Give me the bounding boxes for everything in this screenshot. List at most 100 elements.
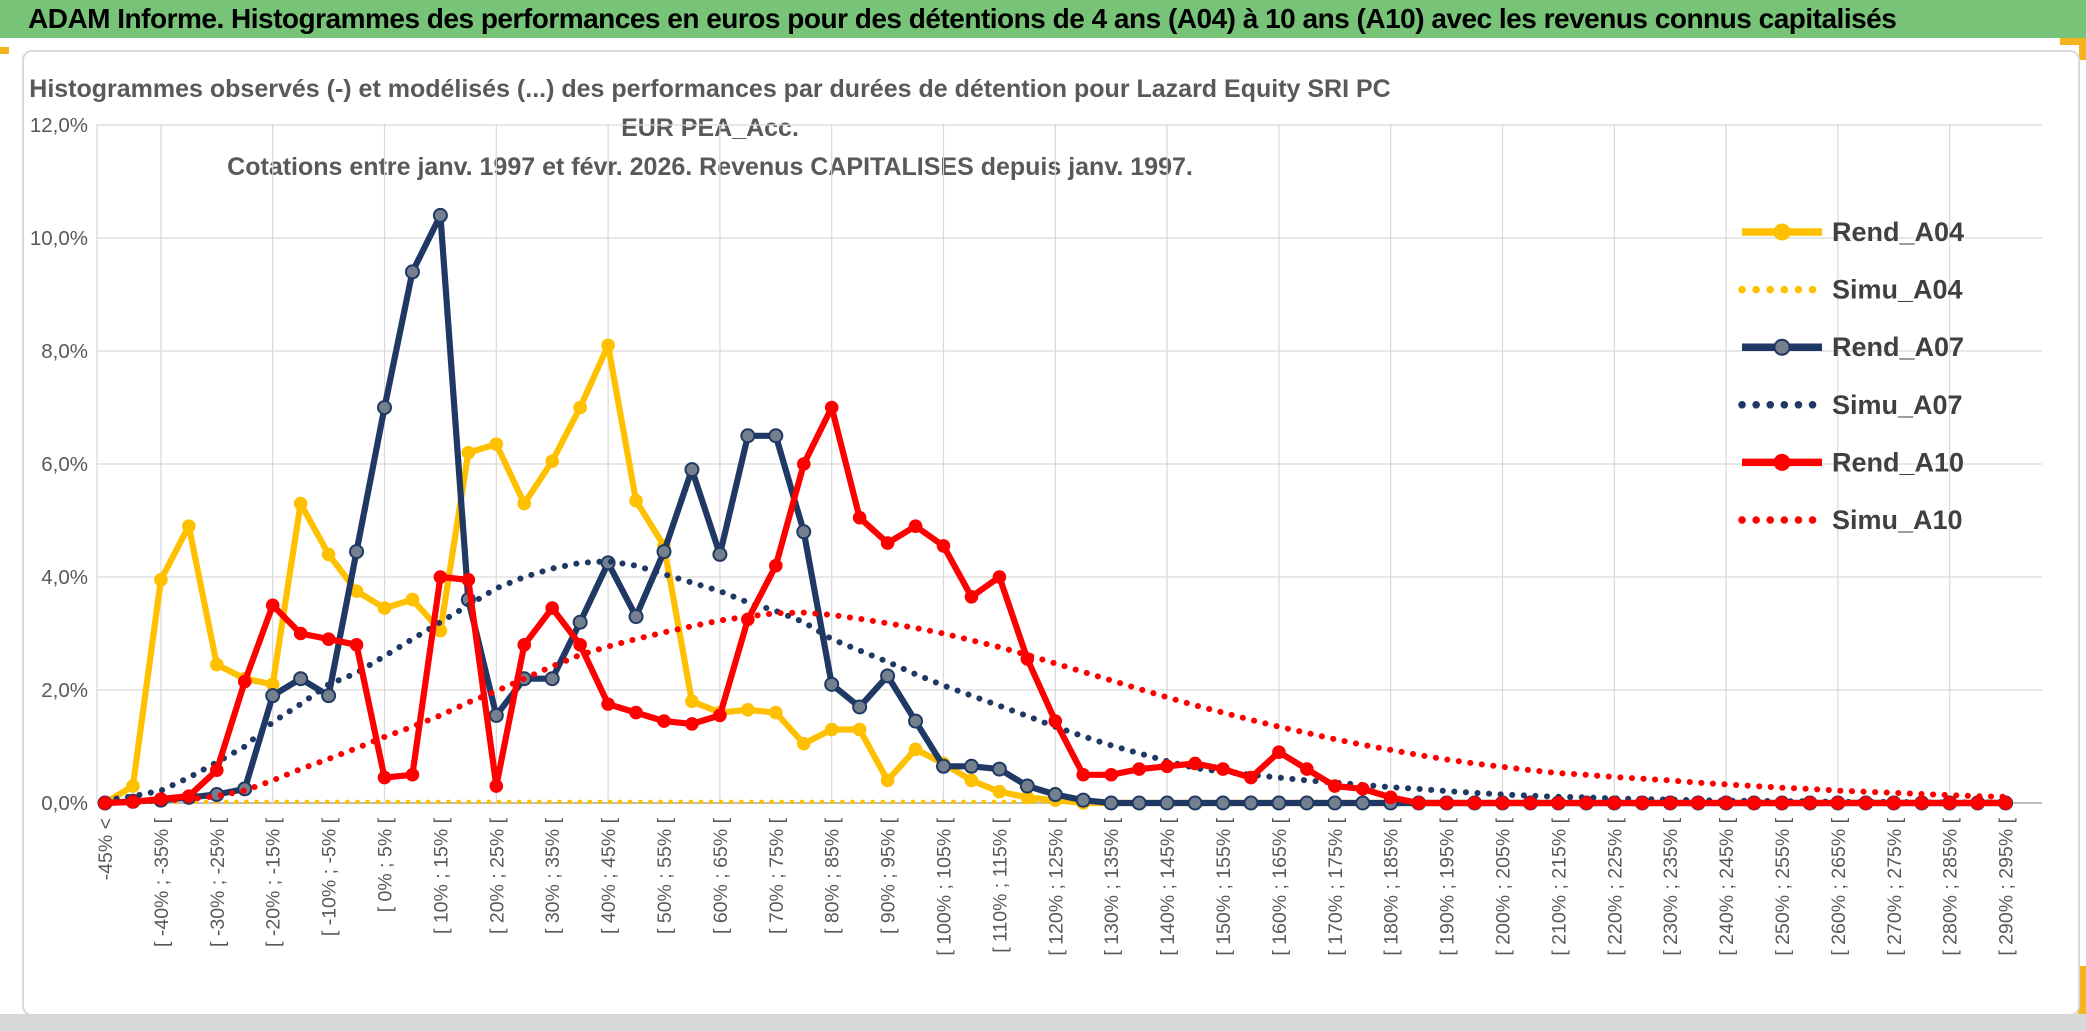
x-axis-tick-label: [ 90% ; 95% [	[878, 817, 900, 934]
chart-title: Histogrammes observés (-) et modélisés (…	[0, 70, 1420, 187]
series-marker-rend_a04	[601, 338, 615, 353]
series-marker-rend_a07	[656, 544, 672, 560]
series-marker-rend_a07	[488, 707, 504, 723]
legend-marker-rend_a10-icon	[1773, 453, 1791, 471]
series-marker-rend_a07	[991, 761, 1007, 777]
legend-label-simu_a10: Simu_A10	[1832, 505, 1963, 535]
x-axis-tick-label: [ -10% ; -5% [	[319, 817, 341, 936]
x-axis-tick-label: [ 20% ; 25% [	[486, 817, 508, 934]
legend-label-rend_a07: Rend_A07	[1832, 332, 1964, 362]
series-marker-rend_a07	[265, 688, 281, 704]
top-right-accent-vertical	[2079, 38, 2086, 60]
x-axis-tick-label: [ 30% ; 35% [	[542, 817, 564, 934]
x-axis-tick-label: [ 270% ; 275% [	[1884, 817, 1906, 955]
y-axis-tick-label: 10,0%	[30, 227, 88, 250]
series-marker-rend_a10	[1551, 796, 1566, 810]
x-axis-tick-label: [ 180% ; 185% [	[1381, 817, 1403, 955]
x-axis-tick-label: [ 290% ; 295% [	[1996, 817, 2018, 955]
series-marker-rend_a07	[1131, 795, 1147, 811]
series-marker-rend_a10	[545, 601, 560, 615]
x-axis-tick-label: [ 150% ; 155% [	[1213, 817, 1235, 955]
series-marker-rend_a04	[880, 773, 895, 788]
series-marker-rend_a07	[1243, 795, 1259, 811]
series-marker-rend_a07	[321, 688, 337, 704]
series-marker-rend_a07	[1187, 795, 1203, 811]
x-axis-tick-label: [ 0% ; 5% [	[375, 817, 397, 912]
series-marker-rend_a04	[517, 496, 532, 511]
series-marker-rend_a07	[1075, 792, 1091, 808]
series-marker-rend_a07	[1355, 795, 1371, 811]
series-marker-rend_a07	[684, 462, 700, 478]
series-marker-rend_a07	[852, 699, 868, 715]
legend-label-rend_a04: Rend_A04	[1832, 217, 1964, 247]
x-axis-tick-label: [ -40% ; -35% [	[151, 817, 173, 947]
series-marker-rend_a07	[1103, 795, 1119, 811]
series-marker-rend_a04	[629, 493, 643, 508]
y-axis-tick-label: 0,0%	[41, 792, 88, 815]
x-axis-tick-label: [ 140% ; 145% [	[1157, 817, 1179, 955]
series-marker-rend_a10	[1439, 796, 1454, 810]
series-marker-rend_a07	[936, 758, 951, 774]
series-marker-rend_a10	[1887, 796, 1901, 810]
series-marker-rend_a10	[1272, 745, 1286, 759]
series-marker-rend_a10	[321, 632, 336, 646]
legend-marker-rend_a07-icon	[1773, 338, 1791, 356]
series-marker-rend_a10	[1300, 762, 1314, 776]
series-marker-rend_a10	[964, 589, 979, 604]
x-axis-tick-label: [ 250% ; 255% [	[1772, 817, 1794, 955]
series-marker-rend_a10	[1523, 796, 1538, 810]
series-marker-rend_a07	[908, 713, 924, 729]
y-axis-tick-label: 8,0%	[41, 340, 88, 363]
series-marker-rend_a07	[712, 546, 728, 562]
series-marker-rend_a10	[461, 573, 476, 587]
series-marker-rend_a07	[1271, 795, 1287, 811]
series-marker-rend_a10	[210, 763, 224, 778]
series-marker-rend_a07	[1299, 795, 1315, 811]
window-title-bar: ADAM Informe. Histogrammes des performan…	[0, 0, 2086, 38]
series-marker-rend_a07	[404, 264, 420, 280]
series-marker-rend_a04	[796, 736, 811, 751]
series-marker-rend_a04	[573, 400, 587, 415]
series-marker-rend_a10	[1691, 796, 1705, 810]
series-marker-rend_a07	[544, 671, 560, 687]
series-marker-rend_a10	[908, 519, 923, 533]
series-marker-rend_a10	[1383, 790, 1398, 805]
x-axis-tick-label: [ 160% ; 165% [	[1269, 817, 1291, 955]
series-marker-rend_a10	[769, 558, 783, 573]
series-marker-rend_a04	[908, 742, 923, 757]
series-marker-rend_a04	[126, 779, 140, 793]
series-marker-rend_a10	[685, 717, 699, 731]
x-axis-tick-label: [ 60% ; 65% [	[710, 817, 732, 934]
series-marker-rend_a04	[964, 773, 979, 788]
series-marker-rend_a04	[154, 573, 168, 587]
chart-title-line1: Histogrammes observés (-) et modélisés (…	[29, 75, 1391, 142]
x-axis-tick-label: [ 240% ; 245% [	[1716, 817, 1738, 955]
series-marker-rend_a07	[740, 428, 756, 444]
series-marker-rend_a07	[432, 207, 448, 223]
x-axis-tick-label: -45% <	[95, 818, 117, 880]
x-axis-tick-label: [ 80% ; 85% [	[822, 817, 844, 934]
window-title: ADAM Informe. Histogrammes des performan…	[28, 3, 1897, 34]
legend-label-simu_a04: Simu_A04	[1832, 275, 1963, 305]
y-axis-tick-label: 2,0%	[41, 679, 88, 702]
x-axis-tick-label: [ -30% ; -25% [	[207, 817, 229, 947]
series-marker-rend_a07	[1019, 778, 1035, 794]
series-marker-rend_a10	[1188, 756, 1202, 771]
x-axis-tick-label: [ 230% ; 235% [	[1660, 817, 1682, 955]
series-marker-rend_a10	[880, 536, 895, 550]
series-marker-rend_a10	[1132, 762, 1146, 776]
series-marker-rend_a04	[741, 702, 755, 717]
series-marker-rend_a07	[824, 676, 840, 692]
series-marker-rend_a10	[265, 598, 280, 613]
bottom-band	[0, 1014, 2086, 1031]
top-right-accent	[2060, 38, 2086, 45]
series-marker-rend_a10	[824, 400, 839, 415]
series-marker-rend_a10	[1495, 796, 1510, 810]
series-marker-rend_a10	[1635, 796, 1650, 810]
bottom-right-accent	[2078, 966, 2086, 1024]
x-axis-tick-label: [ 10% ; 15% [	[430, 817, 452, 934]
series-marker-rend_a10	[1775, 796, 1789, 810]
series-marker-rend_a04	[377, 601, 392, 615]
series-marker-rend_a10	[1216, 762, 1230, 776]
